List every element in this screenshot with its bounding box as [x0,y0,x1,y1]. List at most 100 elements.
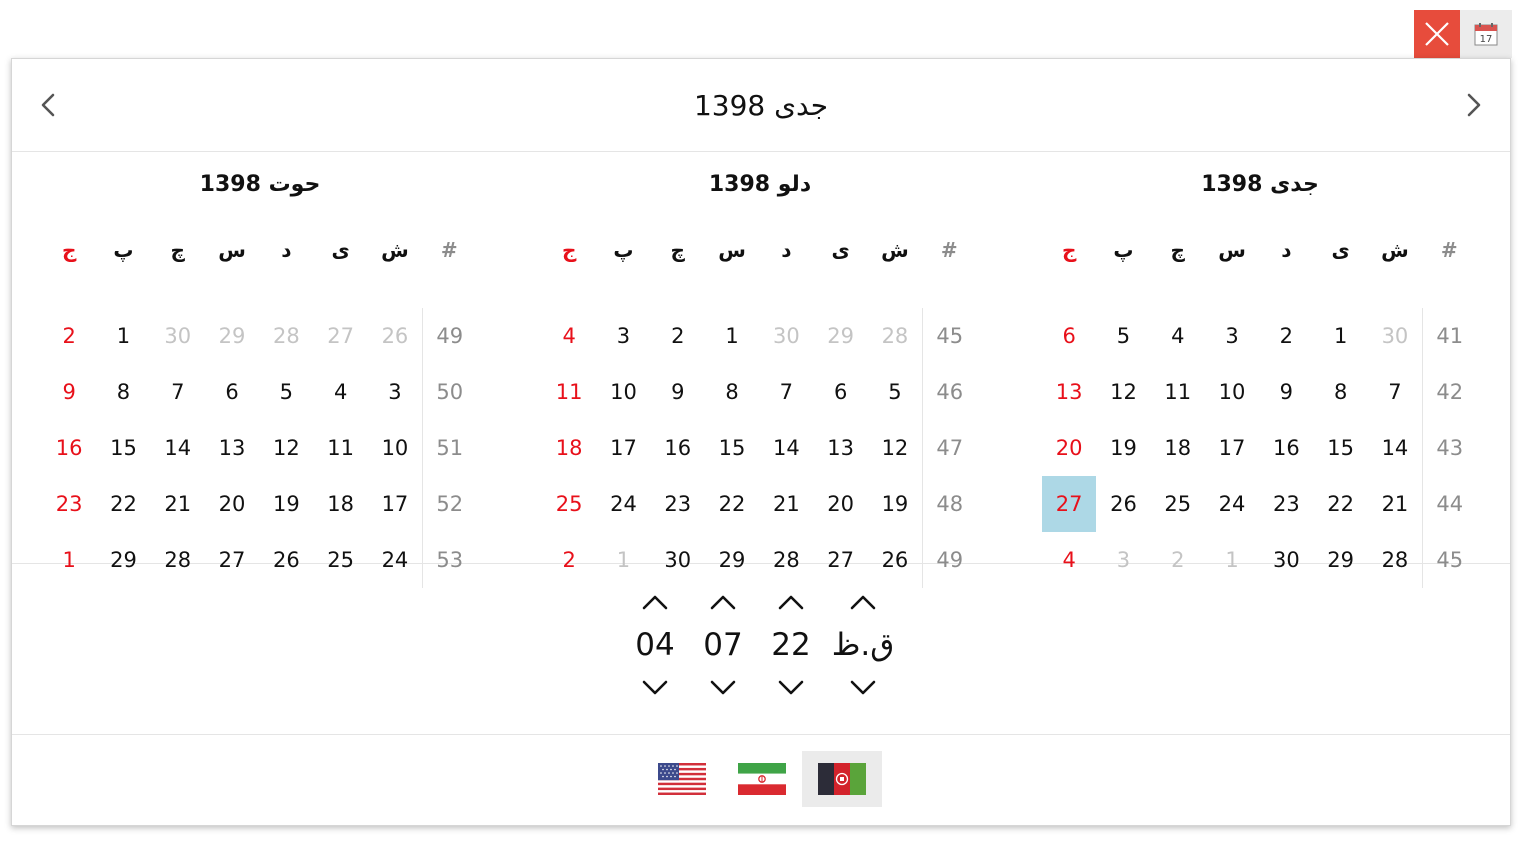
day-cell[interactable]: 10 [1218,380,1246,404]
language-us-button[interactable] [642,751,722,807]
day-cell[interactable]: 24 [610,492,637,516]
day-cell[interactable]: 25 [1164,492,1192,516]
day-cell[interactable]: 3 [1116,548,1131,572]
day-cell[interactable]: 30 [664,548,692,572]
day-cell[interactable]: 6 [225,380,239,404]
day-cell[interactable]: 30 [772,324,800,348]
day-cell[interactable]: 28 [272,324,300,348]
day-cell[interactable]: 30 [1381,324,1409,348]
day-cell[interactable]: 23 [664,492,692,516]
day-cell[interactable]: 4 [1171,324,1185,348]
day-cell[interactable]: 13 [1055,380,1083,404]
day-cell[interactable]: 11 [327,436,354,460]
close-button[interactable] [1414,10,1460,58]
day-cell[interactable]: 21 [1381,492,1409,516]
day-cell[interactable]: 16 [664,436,692,460]
day-cell[interactable]: 19 [272,492,300,516]
day-cell[interactable]: 7 [171,380,185,404]
day-cell[interactable]: 9 [62,380,76,404]
day-cell[interactable]: 30 [164,324,192,348]
day-cell[interactable]: 8 [116,380,131,404]
day-cell[interactable]: 15 [718,436,746,460]
day-cell[interactable]: 4 [333,380,348,404]
day-cell[interactable]: 2 [1279,324,1294,348]
day-cell[interactable]: 18 [555,436,583,460]
day-cell[interactable]: 5 [279,380,294,404]
day-cell[interactable]: 19 [1110,436,1137,460]
day-cell[interactable]: 1 [116,324,131,348]
day-cell[interactable]: 1 [62,548,76,572]
day-cell[interactable]: 12 [1110,380,1137,404]
chevron-up-icon[interactable] [848,592,878,612]
day-cell[interactable]: 26 [1110,492,1137,516]
day-cell[interactable]: 27 [218,548,246,572]
day-cell[interactable]: 1 [1333,324,1348,348]
day-cell[interactable]: 18 [1164,436,1192,460]
chevron-up-icon[interactable] [708,592,738,612]
day-cell[interactable]: 25 [327,548,354,572]
day-cell[interactable]: 26 [381,324,409,348]
day-cell[interactable]: 28 [772,548,800,572]
day-cell[interactable]: 2 [62,324,76,348]
chevron-down-icon[interactable] [708,678,738,698]
day-cell[interactable]: 28 [881,324,909,348]
day-cell[interactable]: 28 [164,548,192,572]
day-cell[interactable]: 17 [381,492,409,516]
day-cell[interactable]: 6 [833,380,848,404]
day-cell[interactable]: 17 [610,436,637,460]
day-cell[interactable]: 29 [827,324,854,348]
day-cell-selected[interactable]: 27 [1042,476,1097,532]
day-cell[interactable]: 1 [616,548,631,572]
language-afghanistan-button[interactable] [802,751,882,807]
chevron-down-icon[interactable] [640,678,670,698]
day-cell[interactable]: 29 [1327,548,1354,572]
day-cell[interactable]: 2 [671,324,685,348]
day-cell[interactable]: 18 [327,492,354,516]
day-cell[interactable]: 7 [1388,380,1402,404]
day-cell[interactable]: 30 [1272,548,1300,572]
day-cell[interactable]: 4 [562,324,576,348]
day-cell[interactable]: 26 [881,548,909,572]
day-cell[interactable]: 1 [725,324,739,348]
day-cell[interactable]: 17 [1218,436,1246,460]
day-cell[interactable]: 24 [381,548,409,572]
day-cell[interactable]: 24 [1218,492,1246,516]
chevron-right-icon[interactable] [1458,90,1488,120]
day-cell[interactable]: 16 [1272,436,1300,460]
day-cell[interactable]: 8 [725,380,739,404]
day-cell[interactable]: 10 [381,436,409,460]
day-cell[interactable]: 11 [1164,380,1192,404]
day-cell[interactable]: 6 [1062,324,1076,348]
day-cell[interactable]: 27 [827,548,854,572]
day-cell[interactable]: 23 [55,492,83,516]
day-cell[interactable]: 27 [327,324,354,348]
day-cell[interactable]: 3 [1225,324,1239,348]
day-cell[interactable]: 5 [1116,324,1131,348]
day-cell[interactable]: 7 [779,380,794,404]
day-cell[interactable]: 20 [1055,436,1083,460]
day-cell[interactable]: 9 [1279,380,1294,404]
page-title[interactable]: جدی 1398 [693,88,829,122]
day-cell[interactable]: 2 [562,548,576,572]
day-cell[interactable]: 9 [671,380,685,404]
day-cell[interactable]: 4 [1062,548,1076,572]
day-cell[interactable]: 16 [55,436,83,460]
chevron-left-icon[interactable] [34,90,64,120]
chevron-up-icon[interactable] [640,592,670,612]
day-cell[interactable]: 1 [1225,548,1239,572]
day-cell[interactable]: 22 [718,492,746,516]
day-cell[interactable]: 8 [1333,380,1348,404]
day-cell[interactable]: 23 [1272,492,1300,516]
day-cell[interactable]: 10 [610,380,637,404]
day-cell[interactable]: 12 [272,436,300,460]
day-cell[interactable]: 26 [272,548,300,572]
chevron-down-icon[interactable] [776,678,806,698]
day-cell[interactable]: 3 [616,324,631,348]
day-cell[interactable]: 20 [827,492,854,516]
day-cell[interactable]: 3 [388,380,402,404]
day-cell[interactable]: 22 [1327,492,1354,516]
day-cell[interactable]: 15 [1327,436,1354,460]
calendar-toggle-button[interactable]: 17 [1460,10,1512,58]
day-cell[interactable]: 15 [110,436,137,460]
day-cell[interactable]: 2 [1171,548,1185,572]
